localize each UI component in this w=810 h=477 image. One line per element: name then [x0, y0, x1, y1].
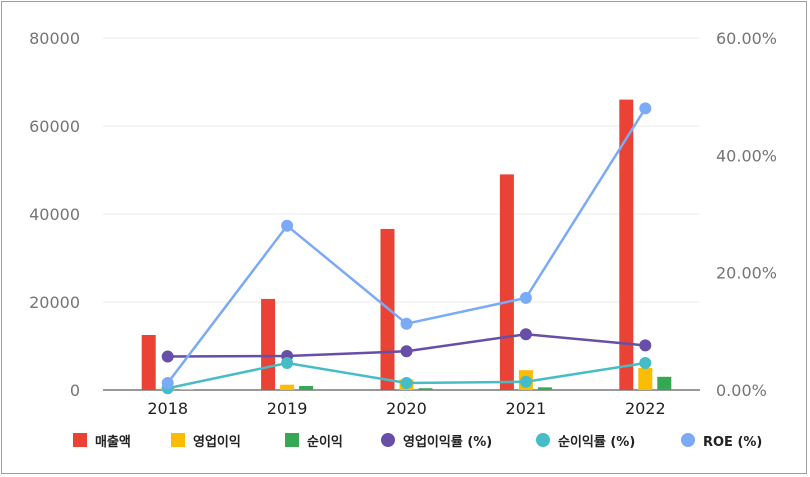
line-point	[161, 350, 174, 363]
line-point	[519, 375, 532, 388]
legend-swatch	[381, 433, 395, 447]
bar	[261, 298, 276, 390]
legend-label: 매출액	[95, 434, 131, 450]
y-axis-left: 0 20000 40000 60000 80000	[29, 29, 80, 400]
bar	[418, 388, 433, 390]
legend-label: 영업이익	[193, 434, 241, 450]
y-left-tick-label: 40000	[29, 205, 80, 224]
line-point	[639, 357, 652, 370]
line-point	[281, 357, 294, 370]
legend-item[interactable]: 매출액	[73, 433, 131, 450]
legend-label: 순이익	[307, 434, 343, 450]
line-point	[639, 102, 652, 115]
legend-item[interactable]: 영업이익	[171, 433, 241, 450]
line-series	[161, 102, 652, 395]
y-left-tick-label: 60000	[29, 117, 80, 136]
line-point	[400, 317, 413, 330]
gridlines	[103, 37, 700, 391]
bar	[537, 387, 552, 390]
legend-swatch	[681, 433, 695, 447]
y-left-tick-label: 20000	[29, 293, 80, 312]
legend-swatch	[285, 433, 299, 447]
line-point	[400, 345, 413, 358]
line-point	[281, 219, 294, 232]
line-point	[519, 328, 532, 341]
bar	[280, 384, 295, 390]
line-point	[639, 339, 652, 352]
legend-label: ROE (%)	[703, 435, 762, 450]
legend[interactable]: 매출액 영업이익 순이익 영업이익률 (%) 순이익률 (%) ROE (%)	[73, 433, 762, 450]
y-left-tick-label: 80000	[29, 29, 80, 48]
legend-swatch	[536, 433, 550, 447]
legend-label: 영업이익률 (%)	[403, 434, 492, 450]
x-tick-label: 2021	[506, 399, 547, 418]
bar	[141, 335, 156, 390]
x-tick-label: 2018	[147, 399, 188, 418]
line-point	[161, 376, 174, 389]
y-axis-right: 0.00% 20.00% 40.00% 60.00%	[716, 29, 777, 400]
bar	[657, 376, 672, 390]
legend-item[interactable]: 순이익	[285, 433, 343, 450]
bar	[499, 174, 514, 390]
line-point	[400, 376, 413, 389]
y-right-tick-label: 60.00%	[716, 29, 777, 48]
legend-item[interactable]: 영업이익률 (%)	[381, 433, 492, 450]
x-tick-label: 2020	[386, 399, 427, 418]
x-tick-label: 2019	[267, 399, 308, 418]
y-right-tick-label: 40.00%	[716, 146, 777, 165]
legend-swatch	[73, 433, 87, 447]
legend-item[interactable]: 순이익률 (%)	[536, 433, 635, 450]
y-left-tick-label: 0	[70, 381, 80, 400]
series-line	[166, 107, 647, 384]
bar	[619, 99, 634, 390]
bar	[638, 368, 653, 390]
x-axis: 2018 2019 2020 2021 2022	[147, 399, 665, 418]
y-right-tick-label: 20.00%	[716, 264, 777, 283]
legend-label: 순이익률 (%)	[558, 434, 635, 450]
x-tick-label: 2022	[625, 399, 666, 418]
bar	[299, 386, 314, 390]
line-point	[519, 291, 532, 304]
legend-item[interactable]: ROE (%)	[681, 433, 762, 450]
y-right-tick-label: 0.00%	[716, 381, 767, 400]
legend-swatch	[171, 433, 185, 447]
